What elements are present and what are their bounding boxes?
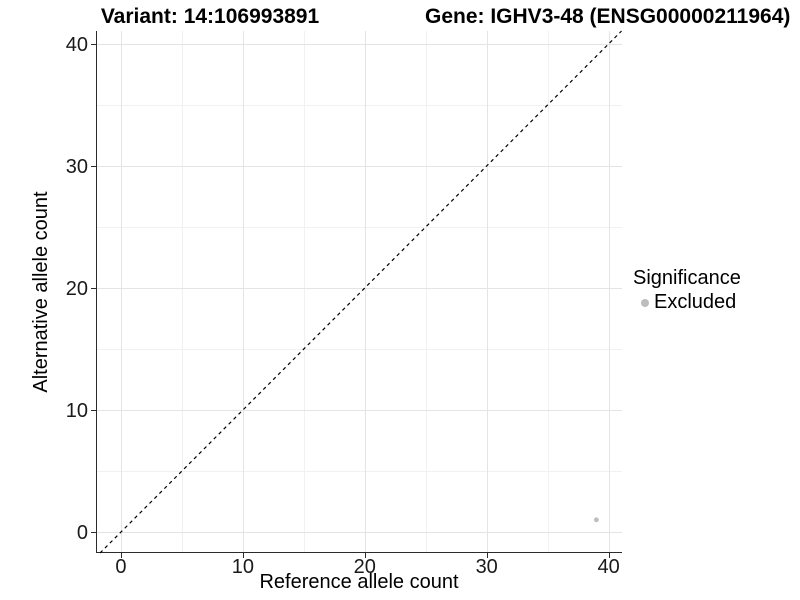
x-axis-label: Reference allele count [259,571,459,593]
x-tick-label: 0 [115,556,126,578]
x-tick-label: 30 [476,556,498,578]
x-tick-label: 20 [354,556,376,578]
legend: Significance Excluded [633,267,741,314]
data-point [594,517,599,523]
legend-title: Significance [633,267,741,289]
y-tick-label: 30 [66,156,88,178]
y-tick-label: 0 [77,522,88,544]
excluded-point-icon [641,298,649,307]
legend-item-excluded: Excluded [633,291,741,314]
y-tick-label: 20 [66,278,88,300]
plot-title-variant: Variant: 14:106993891 [100,5,320,28]
panel-background [96,31,622,553]
x-tick-label: 10 [232,556,254,578]
x-tick-label: 40 [597,556,619,578]
plot-title-gene: Gene: IGHV3-48 (ENSG00000211964) [425,5,791,28]
y-axis-label: Alternative allele count [30,191,52,393]
y-tick-label: 10 [66,400,88,422]
y-tick-label: 40 [66,34,88,56]
legend-item-label: Excluded [654,291,737,313]
